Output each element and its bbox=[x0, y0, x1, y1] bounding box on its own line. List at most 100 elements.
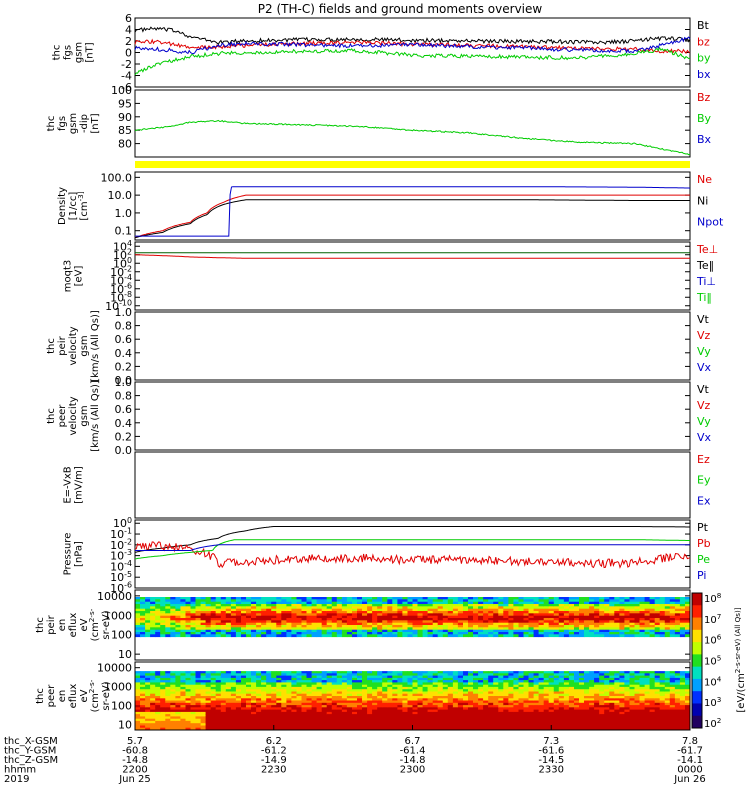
heatmap-cell bbox=[377, 634, 383, 638]
heatmap-cell bbox=[165, 629, 171, 633]
heatmap-cell bbox=[574, 689, 580, 692]
heatmap-cell bbox=[175, 632, 181, 635]
heatmap-cell bbox=[246, 634, 252, 638]
heatmap-cell bbox=[291, 686, 297, 690]
heatmap-cell bbox=[417, 718, 423, 722]
heatmap-cell bbox=[357, 613, 363, 617]
heatmap-cell bbox=[513, 634, 519, 638]
heatmap-cell bbox=[407, 720, 413, 724]
heatmap-cell bbox=[326, 689, 333, 692]
heatmap-cell bbox=[341, 634, 348, 638]
heatmap-cell bbox=[235, 718, 242, 722]
heatmap-cell bbox=[629, 677, 635, 681]
heatmap-cell bbox=[205, 618, 212, 621]
heatmap-cell bbox=[543, 720, 550, 724]
heatmap-cell bbox=[165, 718, 171, 722]
heatmap-cell bbox=[624, 707, 630, 711]
heatmap-cell bbox=[604, 723, 610, 726]
heatmap-cell bbox=[402, 684, 408, 688]
heatmap-cell bbox=[533, 693, 540, 697]
heatmap-cell bbox=[397, 627, 403, 631]
heatmap-cell bbox=[286, 618, 292, 621]
heatmap-cell bbox=[619, 698, 625, 702]
heatmap-cell bbox=[528, 716, 534, 720]
heatmap-cell bbox=[326, 629, 333, 633]
heatmap-cell bbox=[589, 689, 595, 692]
heatmap-cell bbox=[200, 627, 207, 631]
heatmap-cell bbox=[452, 714, 459, 717]
heatmap-cell bbox=[261, 613, 267, 617]
heatmap-cell bbox=[457, 718, 464, 722]
heatmap-cell bbox=[528, 684, 534, 688]
heatmap-cell bbox=[140, 696, 146, 699]
heatmap-cell bbox=[215, 693, 222, 697]
heatmap-cell bbox=[336, 725, 343, 729]
heatmap-cell bbox=[614, 684, 620, 688]
heatmap-cell bbox=[367, 727, 373, 731]
heatmap-cell bbox=[452, 601, 459, 605]
heatmap-cell bbox=[629, 627, 635, 631]
heatmap-cell bbox=[160, 691, 166, 695]
heatmap-cell bbox=[387, 702, 393, 706]
heatmap-cell bbox=[604, 686, 610, 690]
heatmap-cell bbox=[563, 711, 570, 715]
heatmap-cell bbox=[518, 677, 524, 681]
heatmap-cell bbox=[362, 625, 368, 628]
heatmap-cell bbox=[518, 629, 524, 633]
heatmap-cell bbox=[357, 700, 363, 704]
heatmap-cell bbox=[437, 691, 444, 695]
heatmap-cell bbox=[437, 634, 444, 638]
heatmap-cell bbox=[266, 702, 272, 706]
ytick-label: 90 bbox=[118, 111, 132, 124]
heatmap-cell bbox=[528, 629, 534, 633]
heatmap-cell bbox=[664, 693, 671, 697]
heatmap-cell bbox=[200, 693, 207, 697]
heatmap-cell bbox=[493, 709, 499, 713]
heatmap-cell bbox=[357, 597, 363, 600]
heatmap-cell bbox=[251, 705, 257, 708]
heatmap-cell bbox=[503, 700, 509, 704]
heatmap-cell bbox=[599, 622, 605, 626]
heatmap-cell bbox=[674, 725, 681, 729]
heatmap-cell bbox=[679, 604, 686, 607]
heatmap-cell bbox=[624, 689, 630, 692]
heatmap-cell bbox=[457, 709, 464, 713]
heatmap-cell bbox=[301, 682, 307, 686]
heatmap-cell bbox=[135, 689, 141, 692]
heatmap-cell bbox=[473, 618, 479, 621]
heatmap-cell bbox=[276, 693, 282, 697]
heatmap-cell bbox=[452, 680, 459, 683]
heatmap-cell bbox=[331, 709, 338, 713]
heatmap-cell bbox=[276, 634, 282, 638]
heatmap-cell bbox=[483, 675, 489, 679]
heatmap-cell bbox=[210, 693, 217, 697]
heatmap-cell bbox=[639, 601, 645, 605]
heatmap-cell bbox=[417, 709, 423, 713]
heatmap-cell bbox=[523, 604, 529, 607]
heatmap-cell bbox=[286, 727, 292, 731]
heatmap-cell bbox=[276, 691, 282, 695]
heatmap-cell bbox=[563, 700, 570, 704]
heatmap-cell bbox=[331, 725, 338, 729]
heatmap-cell bbox=[387, 720, 393, 724]
heatmap-cell bbox=[442, 723, 449, 726]
heatmap-cell bbox=[604, 691, 610, 695]
heatmap-cell bbox=[508, 613, 514, 617]
heatmap-cell bbox=[321, 627, 328, 631]
heatmap-cell bbox=[261, 705, 267, 708]
heatmap-cell bbox=[574, 671, 580, 674]
heatmap-cell bbox=[225, 689, 232, 692]
heatmap-cell bbox=[493, 629, 499, 633]
heatmap-cell bbox=[669, 677, 676, 681]
heatmap-cell bbox=[190, 671, 196, 674]
heatmap-cell bbox=[417, 723, 423, 726]
heatmap-cell bbox=[135, 622, 141, 626]
ytick-label: 0.4 bbox=[115, 417, 133, 430]
heatmap-cell bbox=[674, 673, 681, 677]
heatmap-cell bbox=[180, 709, 186, 713]
heatmap-cell bbox=[291, 702, 297, 706]
heatmap-cell bbox=[150, 727, 156, 731]
heatmap-cell bbox=[246, 606, 252, 610]
heatmap-cell bbox=[190, 727, 196, 731]
heatmap-cell bbox=[669, 682, 676, 686]
